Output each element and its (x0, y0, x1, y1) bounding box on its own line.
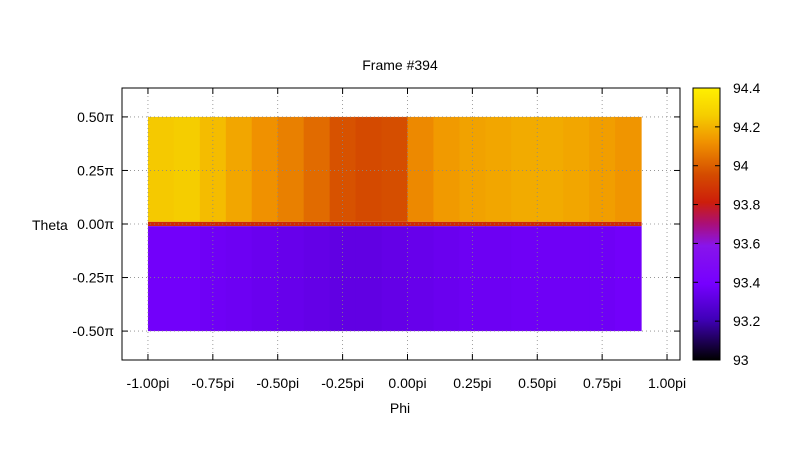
colorbar (692, 87, 721, 361)
heat-cell-lower (615, 226, 642, 332)
heat-cell-lower (641, 226, 642, 332)
heat-cell-boundary (641, 221, 642, 227)
y-tick-label: -0.25π (72, 270, 114, 286)
heat-cell-lower (537, 226, 564, 332)
heat-cell-boundary (147, 221, 175, 227)
x-tick-label: 0.00pi (388, 375, 426, 391)
heat-cell-upper (485, 116, 512, 222)
heat-cell-boundary (355, 221, 383, 227)
heat-cell-lower (147, 226, 175, 332)
y-tick-labels: 0.50π 0.25π 0.00π -0.25π -0.50π (72, 109, 114, 339)
x-tick-label: -0.50pi (256, 375, 299, 391)
heat-cell-lower (303, 226, 331, 332)
heat-cell-upper (225, 116, 253, 222)
x-tick-label: -1.00pi (127, 375, 170, 391)
heat-cell-lower (329, 226, 357, 332)
colorbar-ticks: 94.4 94.2 94 93.8 93.6 93.4 93.2 93 (693, 80, 760, 368)
x-tick-labels: -1.00pi -0.75pi -0.50pi -0.25pi 0.00pi 0.25pi… (127, 375, 687, 391)
heat-cell-boundary (615, 221, 642, 227)
heat-cell-upper (615, 116, 642, 222)
x-tick-label: 1.00pi (648, 375, 686, 391)
heat-cell-lower (485, 226, 512, 332)
heat-cell-upper (407, 116, 434, 222)
heat-cell-lower (355, 226, 383, 332)
heat-cell-lower (277, 226, 305, 332)
colorbar-tick-label: 93 (733, 352, 749, 368)
heat-cell-upper (355, 116, 383, 222)
heat-cell-boundary (407, 221, 434, 227)
heat-cell-upper (641, 116, 642, 222)
chart-title: Frame #394 (362, 57, 438, 73)
heat-cell-lower (251, 226, 279, 332)
x-tick-label: -0.75pi (191, 375, 234, 391)
heat-cell-lower (433, 226, 460, 332)
heat-cell-upper (251, 116, 279, 222)
colorbar-tick-label: 93.6 (733, 235, 760, 251)
colorbar-tick-label: 94 (733, 158, 749, 174)
heat-cell-boundary (251, 221, 279, 227)
colorbar-tick-label: 93.8 (733, 197, 760, 213)
heat-cell-upper (563, 116, 590, 222)
y-tick-label: -0.50π (72, 323, 114, 339)
heat-cell-lower (407, 226, 434, 332)
heat-cell-lower (381, 226, 408, 332)
heat-cell-boundary (563, 221, 590, 227)
tick-marks (122, 88, 680, 360)
heat-cell-upper (277, 116, 305, 222)
heat-cell-lower (225, 226, 253, 332)
x-tick-label: 0.75pi (583, 375, 621, 391)
grid-lines (122, 88, 680, 360)
heat-cell-lower (459, 226, 486, 332)
heat-cell-boundary (511, 221, 538, 227)
heat-cell-upper (147, 116, 175, 222)
heat-cell-lower (199, 226, 227, 332)
x-tick-label: 0.50pi (518, 375, 556, 391)
heat-cell-boundary (303, 221, 331, 227)
heat-cell-upper (381, 116, 408, 222)
colorbar-tick-label: 94.2 (733, 119, 760, 135)
y-tick-label: 0.00π (77, 216, 114, 232)
heat-cell-upper (303, 116, 331, 222)
heat-cell-upper (511, 116, 538, 222)
heat-cell-lower (563, 226, 590, 332)
heatmap-cells (147, 116, 642, 332)
heat-cell-boundary (173, 221, 201, 227)
heat-cell-boundary (225, 221, 253, 227)
x-tick-label: 0.25pi (453, 375, 491, 391)
y-tick-label: 0.50π (77, 109, 114, 125)
colorbar-tick-label: 93.2 (733, 313, 760, 329)
heat-cell-upper (537, 116, 564, 222)
x-tick-label: -0.25pi (321, 375, 364, 391)
heat-cell-upper (173, 116, 201, 222)
y-axis-label: Theta (32, 217, 68, 233)
x-axis-label: Phi (390, 400, 410, 416)
colorbar-tick-label: 94.4 (733, 80, 760, 96)
heat-cell-lower (589, 226, 616, 332)
colorbar-tick-label: 93.4 (733, 274, 760, 290)
heat-cell-lower (173, 226, 201, 332)
y-tick-label: 0.25π (77, 162, 114, 178)
heat-cell-lower (511, 226, 538, 332)
heat-cell-upper (433, 116, 460, 222)
